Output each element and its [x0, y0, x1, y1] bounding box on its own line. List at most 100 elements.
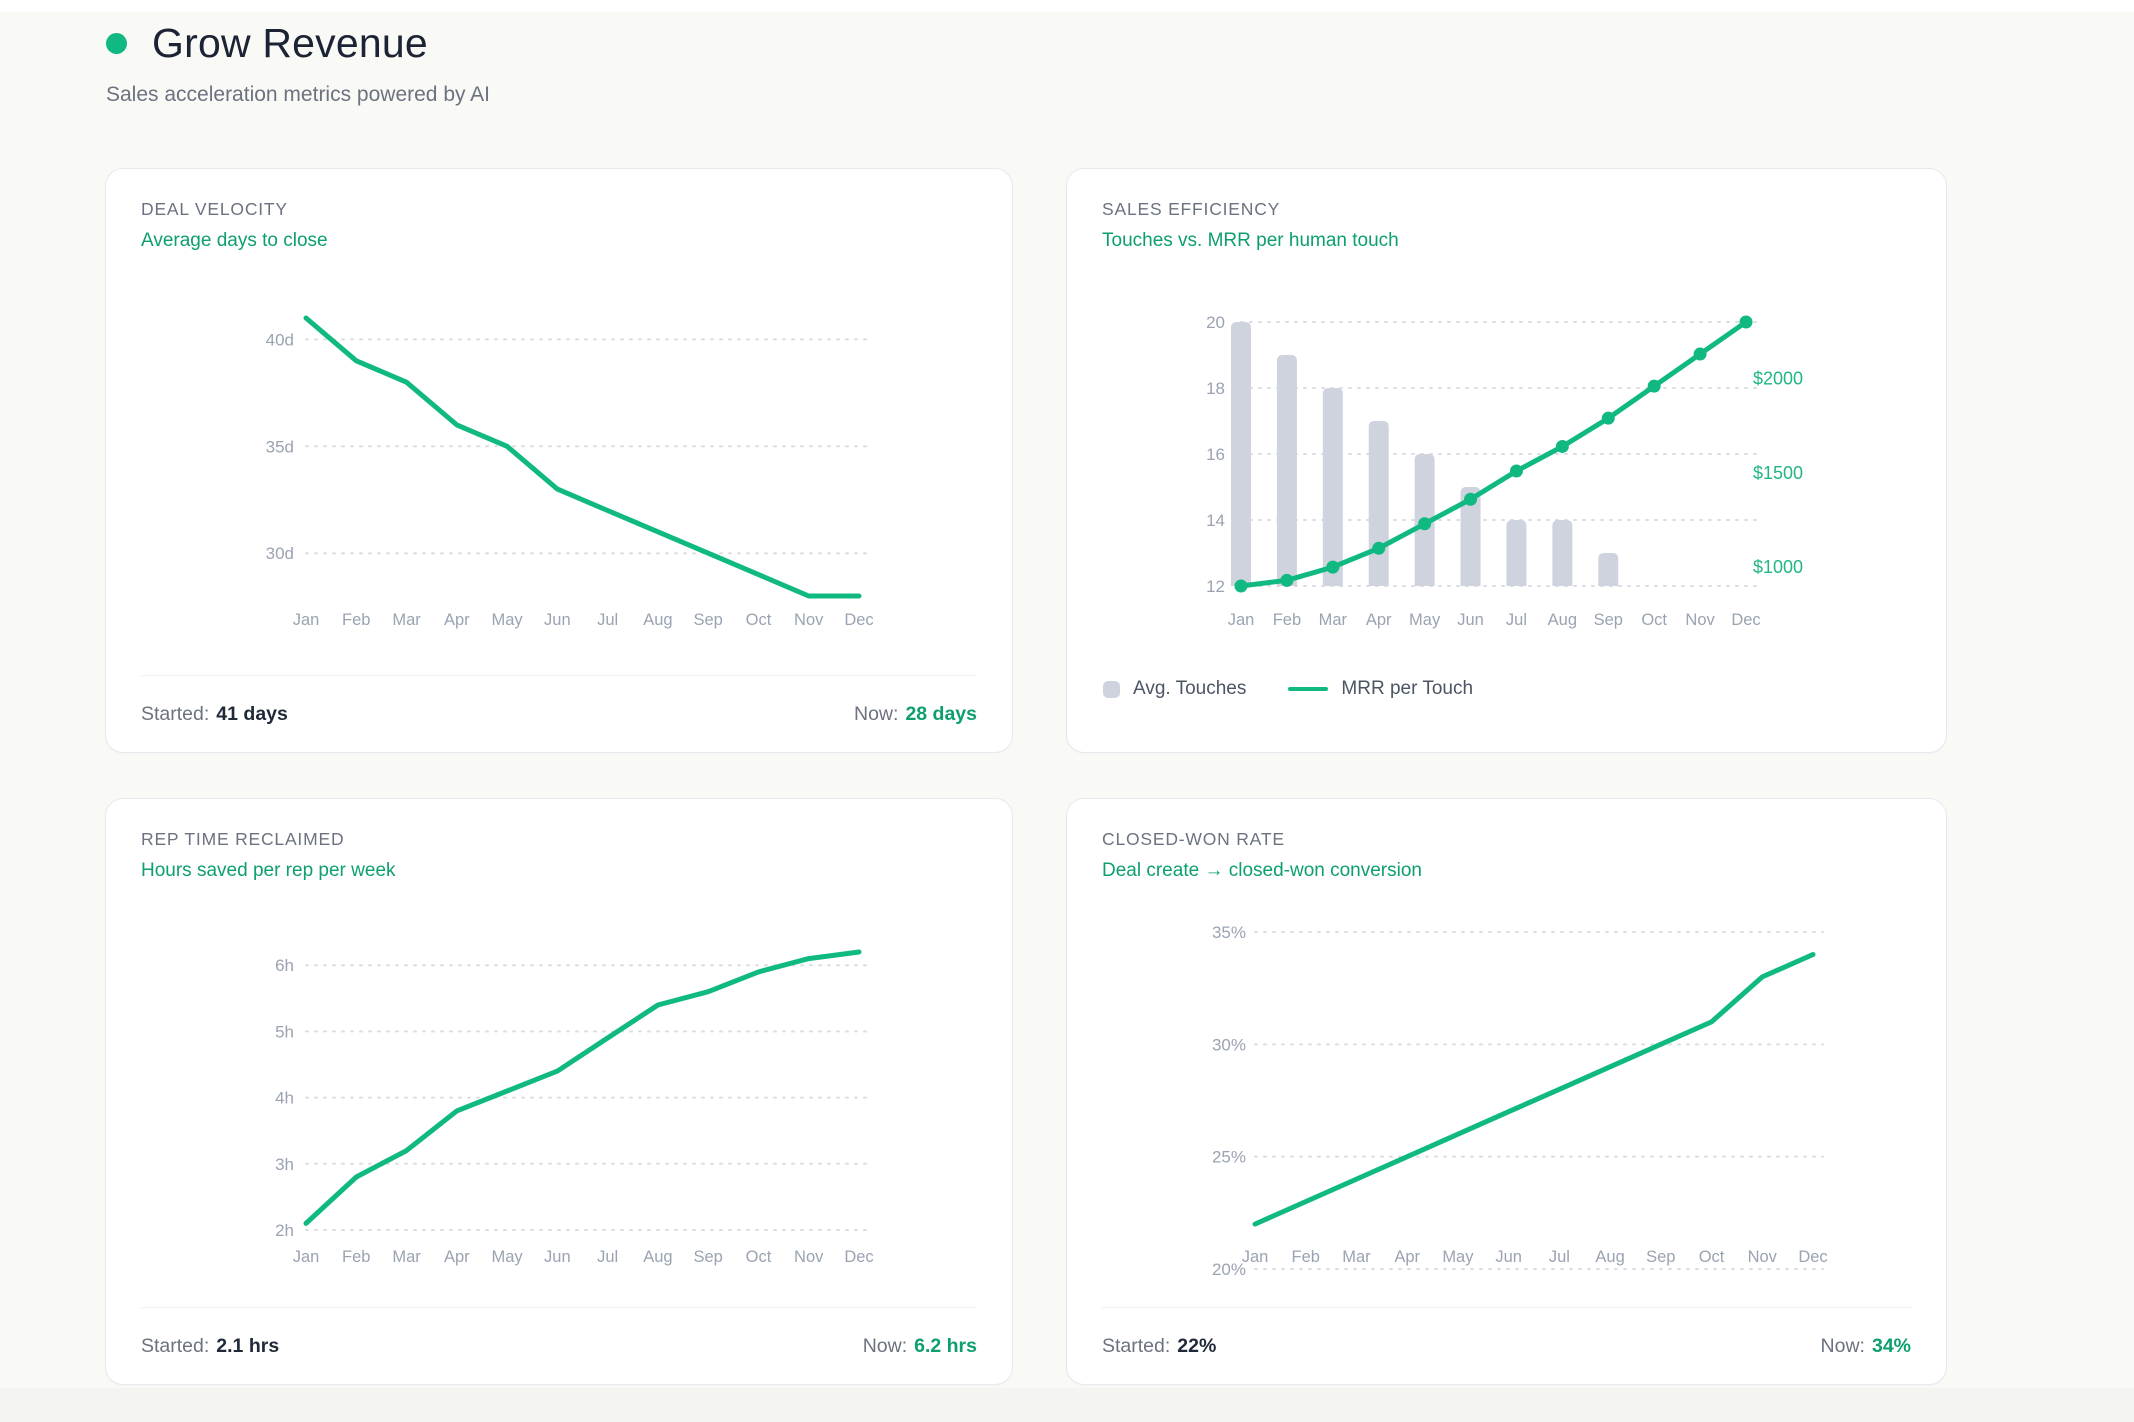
svg-text:Sep: Sep [694, 1248, 723, 1266]
svg-text:Nov: Nov [794, 611, 824, 629]
svg-text:May: May [1442, 1248, 1474, 1266]
chart-legend: Avg. Touches MRR per Touch [1103, 678, 1473, 700]
started-value: 41 days [216, 703, 288, 725]
svg-text:Apr: Apr [1394, 1248, 1420, 1266]
svg-text:May: May [492, 1248, 524, 1266]
now-metric: Now: 6.2 hrs [863, 1335, 977, 1358]
deal-velocity-card: DEAL VELOCITY Average days to close 30d 3… [105, 168, 1013, 753]
svg-text:$1500: $1500 [1753, 463, 1803, 483]
svg-text:Oct: Oct [1641, 611, 1667, 629]
svg-text:Mar: Mar [1342, 1248, 1371, 1266]
card-subtitle: Average days to close [141, 230, 328, 251]
svg-text:25%: 25% [1212, 1148, 1246, 1167]
bottom-page-strip [0, 1388, 2134, 1422]
svg-text:$1000: $1000 [1753, 557, 1803, 577]
svg-text:5h: 5h [275, 1022, 294, 1041]
svg-text:14: 14 [1206, 511, 1225, 530]
bar-series [1231, 322, 1619, 586]
svg-text:Jul: Jul [597, 611, 618, 629]
svg-text:Feb: Feb [1292, 1248, 1320, 1266]
svg-text:Sep: Sep [1594, 611, 1623, 629]
page-header: Grow Revenue Sales acceleration metrics … [106, 20, 490, 107]
svg-text:Apr: Apr [444, 1248, 470, 1266]
page-subtitle: Sales acceleration metrics powered by AI [106, 83, 491, 107]
svg-text:May: May [492, 611, 524, 629]
now-metric: Now: 28 days [854, 703, 977, 726]
svg-text:12: 12 [1206, 577, 1225, 596]
green-dot-icon [106, 33, 127, 55]
svg-text:2h: 2h [275, 1221, 294, 1240]
line-series [1234, 315, 1753, 593]
svg-text:Mar: Mar [392, 1248, 421, 1266]
svg-text:Dec: Dec [844, 1248, 873, 1266]
svg-text:Jan: Jan [293, 1248, 320, 1266]
svg-text:3h: 3h [275, 1155, 294, 1174]
deal-velocity-chart: 30d 35d 40d Jan Feb Mar Apr May Jun Jul Aug Sep Oct N… [266, 315, 874, 629]
svg-text:35d: 35d [266, 437, 294, 456]
svg-text:4h: 4h [275, 1089, 294, 1108]
line-series [303, 949, 862, 1226]
now-value: 28 days [905, 703, 977, 725]
x-axis: Jan Feb Mar Apr May Jun Jul Aug Sep Oct Nov Dec [1228, 611, 1761, 629]
svg-text:Jun: Jun [544, 1248, 571, 1266]
svg-text:May: May [1409, 611, 1441, 629]
svg-text:35%: 35% [1212, 923, 1246, 942]
card-title: CLOSED-WON RATE [1102, 829, 1285, 849]
svg-text:Aug: Aug [643, 611, 672, 629]
svg-text:16: 16 [1206, 445, 1225, 464]
card-subtitle: Hours saved per rep per week [141, 860, 396, 881]
svg-text:Apr: Apr [444, 611, 470, 629]
svg-text:$2000: $2000 [1753, 369, 1803, 389]
svg-text:Nov: Nov [1748, 1248, 1778, 1266]
now-value: 34% [1871, 1335, 1911, 1357]
y-axis: 30d 35d 40d [266, 330, 870, 563]
closed-won-rate-chart: 20% 25% 30% 35% Jan Feb Mar Apr May Jun Jul Aug Sep O… [1212, 923, 1828, 1276]
right-y-axis: $1000 $1500 $2000 [1753, 369, 1803, 578]
card-footer: Started: 41 days Now: 28 days [141, 675, 977, 726]
legend-item-mrr-per-touch: MRR per Touch [1288, 678, 1473, 700]
svg-text:Jul: Jul [597, 1248, 618, 1266]
card-subtitle: Touches vs. MRR per human touch [1102, 230, 1399, 251]
svg-text:Sep: Sep [1646, 1248, 1675, 1266]
card-title: SALES EFFICIENCY [1102, 199, 1281, 219]
line-swatch-icon [1288, 686, 1329, 692]
started-metric: Started: 22% [1102, 1335, 1216, 1358]
y-axis: 20% 25% 30% 35% [1212, 923, 1824, 1276]
svg-text:20: 20 [1206, 313, 1225, 332]
rep-time-reclaimed-card: REP TIME RECLAIMED Hours saved per rep p… [105, 798, 1013, 1385]
started-label: Started: [141, 1335, 210, 1357]
page-title: Grow Revenue [152, 20, 428, 66]
sales-efficiency-chart: 12 14 16 18 20 $1000 $1500 $2000 Jan Feb Mar Apr May… [1206, 313, 1803, 629]
sales-efficiency-card: SALES EFFICIENCY Touches vs. MRR per hum… [1066, 168, 1947, 753]
legend-label: Avg. Touches [1133, 678, 1247, 699]
bar-swatch-icon [1103, 680, 1120, 698]
x-axis: Jan Feb Mar Apr May Jun Jul Aug Sep Oct Nov Dec [293, 611, 874, 629]
x-axis: Jan Feb Mar Apr May Jun Jul Aug Sep Oct Nov Dec [1242, 1248, 1828, 1266]
x-axis: Jan Feb Mar Apr May Jun Jul Aug Sep Oct Nov Dec [293, 1248, 874, 1266]
svg-text:Feb: Feb [342, 1248, 370, 1266]
card-footer: Started: 22% Now: 34% [1102, 1307, 1911, 1358]
card-title: DEAL VELOCITY [141, 199, 288, 219]
svg-text:40d: 40d [266, 330, 294, 349]
started-metric: Started: 2.1 hrs [141, 1335, 279, 1358]
svg-text:Dec: Dec [1731, 611, 1760, 629]
svg-text:30d: 30d [266, 544, 294, 563]
started-metric: Started: 41 days [141, 703, 288, 726]
y-axis: 12 14 16 18 20 [1206, 313, 1757, 596]
svg-text:Jun: Jun [544, 611, 571, 629]
now-metric: Now: 34% [1821, 1335, 1911, 1358]
now-label: Now: [1820, 1335, 1865, 1357]
svg-text:30%: 30% [1212, 1035, 1246, 1054]
svg-text:Apr: Apr [1366, 611, 1392, 629]
svg-text:Feb: Feb [1273, 611, 1301, 629]
svg-text:Oct: Oct [746, 1248, 772, 1266]
svg-text:Mar: Mar [392, 611, 421, 629]
legend-item-avg-touches: Avg. Touches [1103, 678, 1246, 700]
started-label: Started: [141, 703, 210, 725]
now-label: Now: [854, 703, 899, 725]
svg-text:20%: 20% [1212, 1260, 1246, 1276]
svg-text:Aug: Aug [1548, 611, 1577, 629]
svg-text:Jan: Jan [1242, 1248, 1269, 1266]
svg-text:Sep: Sep [694, 611, 723, 629]
top-window-strip [0, 0, 2134, 12]
